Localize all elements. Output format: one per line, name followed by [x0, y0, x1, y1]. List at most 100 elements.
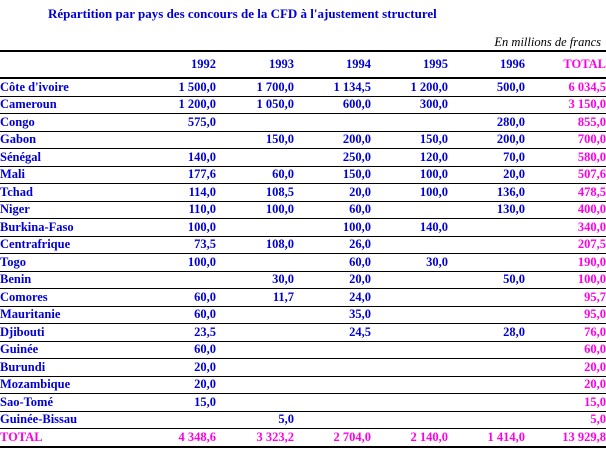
- value-cell: 300,0: [371, 96, 448, 114]
- country-cell: Mauritanie: [0, 306, 148, 324]
- value-cell: 110,0: [148, 201, 216, 219]
- value-cell: 30,0: [371, 253, 448, 272]
- value-cell: 177,6: [148, 166, 216, 184]
- value-cell: 20,0: [148, 376, 216, 394]
- total-value-cell: 95,7: [525, 288, 606, 307]
- year-column-header-1993: 1993: [216, 50, 294, 79]
- value-cell: 60,0: [148, 341, 216, 359]
- value-cell: [371, 201, 448, 219]
- country-cell: Togo: [0, 253, 148, 272]
- table-row: Burundi 20,0 20,0: [0, 358, 606, 377]
- table-row: Cameroun 1 200,0 1 050,0 600,0 300,0 3 150,0: [0, 96, 606, 114]
- value-cell: 150,0: [294, 166, 371, 184]
- value-cell: 130,0: [448, 201, 525, 219]
- value-cell: 1 134,5: [294, 78, 371, 97]
- total-value-cell: 340,0: [525, 218, 606, 237]
- value-cell: [371, 393, 448, 412]
- value-cell: [371, 358, 448, 377]
- year-column-header-1994: 1994: [294, 50, 371, 79]
- total-value-cell: 5,0: [525, 411, 606, 429]
- value-cell: 70,0: [448, 148, 525, 167]
- total-row-label: TOTAL: [0, 428, 148, 448]
- value-cell: 20,0: [294, 183, 371, 202]
- table-row: Guinée-Bissau 5,0 5,0: [0, 411, 606, 429]
- value-cell: 15,0: [148, 393, 216, 412]
- total-value-cell: 400,0: [525, 201, 606, 219]
- value-cell: 500,0: [448, 78, 525, 97]
- country-cell: Guinée: [0, 341, 148, 359]
- value-cell: 24,0: [294, 288, 371, 307]
- total-row-value-cell: 4 348,6: [148, 428, 216, 448]
- country-cell: Djibouti: [0, 323, 148, 342]
- total-value-cell: 95,0: [525, 306, 606, 324]
- value-cell: 5,0: [216, 411, 294, 429]
- value-cell: 575,0: [148, 113, 216, 132]
- value-cell: 1 500,0: [148, 78, 216, 97]
- value-cell: 60,0: [216, 166, 294, 184]
- total-value-cell: 15,0: [525, 393, 606, 412]
- value-cell: 140,0: [148, 148, 216, 167]
- value-cell: 120,0: [371, 148, 448, 167]
- total-column-header: TOTAL: [525, 50, 606, 79]
- total-value-cell: 76,0: [525, 323, 606, 342]
- value-cell: [448, 393, 525, 412]
- value-cell: [448, 218, 525, 237]
- value-cell: 100,0: [371, 166, 448, 184]
- total-value-cell: 507,6: [525, 166, 606, 184]
- value-cell: 200,0: [448, 131, 525, 149]
- value-cell: [216, 113, 294, 132]
- total-value-cell: 60,0: [525, 341, 606, 359]
- value-cell: 60,0: [294, 253, 371, 272]
- table-row: Mozambique 20,0 20,0: [0, 376, 606, 394]
- total-value-cell: 700,0: [525, 131, 606, 149]
- value-cell: [448, 376, 525, 394]
- value-cell: 150,0: [371, 131, 448, 149]
- value-cell: 20,0: [148, 358, 216, 377]
- value-cell: [294, 341, 371, 359]
- table-row: Benin 30,0 20,0 50,0 100,0: [0, 271, 606, 289]
- value-cell: 23,5: [148, 323, 216, 342]
- value-cell: 136,0: [448, 183, 525, 202]
- value-cell: 35,0: [294, 306, 371, 324]
- total-value-cell: 478,5: [525, 183, 606, 202]
- total-row-value-cell: 3 323,2: [216, 428, 294, 448]
- value-cell: 20,0: [448, 166, 525, 184]
- value-cell: [216, 358, 294, 377]
- value-cell: 60,0: [148, 288, 216, 307]
- year-column-header-1992: 1992: [148, 50, 216, 79]
- value-cell: [371, 306, 448, 324]
- value-cell: 60,0: [148, 306, 216, 324]
- value-cell: 108,0: [216, 236, 294, 254]
- table-row: Comores 60,0 11,7 24,0 95,7: [0, 288, 606, 307]
- value-cell: [448, 96, 525, 114]
- value-cell: [216, 341, 294, 359]
- value-cell: 600,0: [294, 96, 371, 114]
- value-cell: 60,0: [294, 201, 371, 219]
- total-value-cell: 6 034,5: [525, 78, 606, 97]
- value-cell: 73,5: [148, 236, 216, 254]
- value-cell: 280,0: [448, 113, 525, 132]
- total-row-value-cell: 2 140,0: [371, 428, 448, 448]
- value-cell: 20,0: [294, 271, 371, 289]
- value-cell: [371, 411, 448, 429]
- total-row-value-cell: 2 704,0: [294, 428, 371, 448]
- value-cell: [148, 411, 216, 429]
- table-row: Guinée 60,0 60,0: [0, 341, 606, 359]
- total-value-cell: 855,0: [525, 113, 606, 132]
- value-cell: [294, 376, 371, 394]
- country-cell: Burundi: [0, 358, 148, 377]
- country-cell: Tchad: [0, 183, 148, 202]
- country-cell: Centrafrique: [0, 236, 148, 254]
- value-cell: 140,0: [371, 218, 448, 237]
- country-cell: Comores: [0, 288, 148, 307]
- year-column-header-1996: 1996: [448, 50, 525, 79]
- value-cell: [448, 358, 525, 377]
- value-cell: [448, 253, 525, 272]
- value-cell: 200,0: [294, 131, 371, 149]
- total-value-cell: 20,0: [525, 376, 606, 394]
- table-row: Djibouti 23,5 24,5 28,0 76,0: [0, 323, 606, 342]
- unit-note: En millions de francs: [494, 35, 601, 49]
- value-cell: [216, 253, 294, 272]
- total-row: TOTAL 4 348,6 3 323,2 2 704,0 2 140,0 1 414,0…: [0, 428, 606, 448]
- value-cell: [216, 323, 294, 342]
